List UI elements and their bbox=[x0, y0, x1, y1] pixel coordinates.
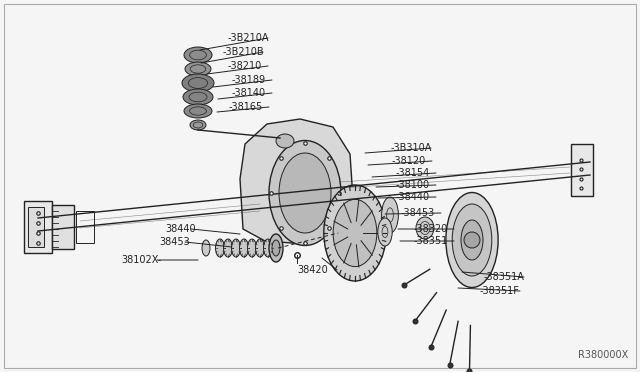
Text: 38420: 38420 bbox=[297, 265, 328, 275]
Ellipse shape bbox=[184, 47, 212, 63]
Ellipse shape bbox=[185, 62, 211, 76]
Ellipse shape bbox=[416, 217, 434, 239]
Text: -38453: -38453 bbox=[401, 208, 435, 218]
Text: -38320: -38320 bbox=[414, 224, 448, 234]
Ellipse shape bbox=[232, 239, 241, 257]
Ellipse shape bbox=[269, 141, 341, 246]
Text: -38440: -38440 bbox=[396, 192, 430, 202]
Text: -38100: -38100 bbox=[396, 180, 430, 190]
Circle shape bbox=[464, 232, 480, 248]
Ellipse shape bbox=[183, 89, 213, 105]
Text: -38351A: -38351A bbox=[484, 272, 525, 282]
Ellipse shape bbox=[184, 104, 212, 118]
Text: -38189: -38189 bbox=[232, 75, 266, 85]
Ellipse shape bbox=[333, 199, 377, 267]
FancyBboxPatch shape bbox=[571, 144, 593, 196]
Text: -38154: -38154 bbox=[396, 168, 430, 178]
Text: -38140: -38140 bbox=[232, 88, 266, 98]
Text: 38440: 38440 bbox=[165, 224, 196, 234]
FancyBboxPatch shape bbox=[24, 201, 52, 253]
FancyBboxPatch shape bbox=[52, 205, 74, 249]
Ellipse shape bbox=[190, 120, 206, 130]
Ellipse shape bbox=[182, 74, 214, 92]
Ellipse shape bbox=[255, 239, 264, 257]
Ellipse shape bbox=[446, 192, 498, 288]
Ellipse shape bbox=[461, 220, 483, 260]
Text: -38351F: -38351F bbox=[480, 286, 520, 296]
Text: R380000X: R380000X bbox=[578, 350, 628, 360]
Text: -38351: -38351 bbox=[414, 236, 448, 246]
Ellipse shape bbox=[239, 239, 248, 257]
Ellipse shape bbox=[264, 239, 273, 257]
Text: 38102X-: 38102X- bbox=[122, 255, 162, 265]
Ellipse shape bbox=[223, 239, 232, 257]
Text: -3B210A: -3B210A bbox=[228, 33, 269, 43]
Ellipse shape bbox=[216, 239, 225, 257]
Text: -3B210B: -3B210B bbox=[223, 47, 264, 57]
Text: -3B310A: -3B310A bbox=[391, 143, 433, 153]
Ellipse shape bbox=[378, 218, 392, 246]
Ellipse shape bbox=[324, 185, 386, 281]
Ellipse shape bbox=[272, 240, 280, 256]
Ellipse shape bbox=[269, 234, 283, 262]
Ellipse shape bbox=[248, 239, 257, 257]
Text: -38120: -38120 bbox=[392, 156, 426, 166]
Ellipse shape bbox=[279, 153, 331, 233]
Ellipse shape bbox=[381, 197, 398, 233]
Text: -38165: -38165 bbox=[229, 102, 263, 112]
Ellipse shape bbox=[202, 240, 210, 256]
Text: -38210: -38210 bbox=[228, 61, 262, 71]
Ellipse shape bbox=[452, 204, 492, 276]
FancyBboxPatch shape bbox=[28, 207, 44, 247]
Text: 38453: 38453 bbox=[159, 237, 190, 247]
Ellipse shape bbox=[276, 134, 294, 148]
Polygon shape bbox=[240, 119, 353, 244]
